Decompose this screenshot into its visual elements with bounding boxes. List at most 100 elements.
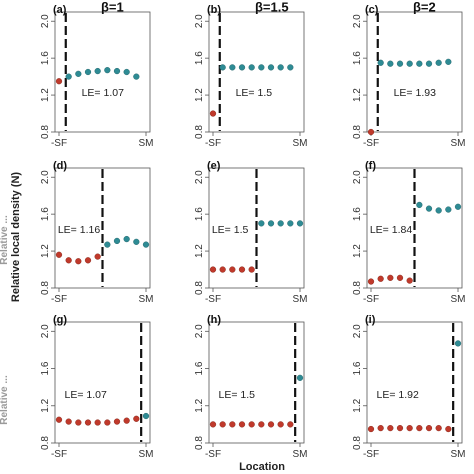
y-tick-label: 0.8	[194, 281, 205, 295]
point-after	[114, 238, 120, 244]
y-tick-label: 2.0	[352, 324, 363, 338]
point-before	[407, 278, 413, 284]
y-tick-label: 1.2	[40, 88, 51, 102]
y-tick-label: 0.8	[40, 281, 51, 295]
point-after	[426, 61, 432, 67]
point-after	[133, 74, 139, 80]
point-before	[278, 421, 284, 427]
x-tick-label: SM	[451, 449, 466, 460]
point-before	[210, 267, 216, 273]
y-tick-label: 2.0	[194, 170, 205, 184]
point-after	[75, 71, 81, 77]
point-before	[258, 421, 264, 427]
le-label: LE= 1.5	[212, 224, 249, 236]
x-tick-label: -SF	[51, 449, 67, 460]
point-before	[378, 425, 384, 431]
y-tick-label: 1.2	[352, 244, 363, 258]
y-tick-label: 1.2	[352, 398, 363, 412]
y-tick-label: 1.2	[194, 88, 205, 102]
point-before	[287, 421, 293, 427]
panel-c: 0.81.21.62.0-SF SM(c) β=2LE= 1.93	[352, 0, 466, 149]
panel-label: (d)	[53, 160, 67, 172]
y-tick-label: 0.8	[40, 125, 51, 139]
y-tick-label: 1.6	[40, 207, 51, 221]
point-before	[66, 257, 72, 263]
point-before	[229, 267, 235, 273]
point-before	[75, 258, 81, 264]
panel-label: (e)	[207, 160, 221, 172]
y-tick-label: 1.2	[194, 398, 205, 412]
y-tick-label: 1.6	[352, 51, 363, 65]
le-label: LE= 1.92	[377, 389, 419, 401]
row-label-middle: Relative ...	[0, 215, 10, 265]
point-after	[104, 67, 110, 73]
point-after	[416, 202, 422, 208]
point-before	[239, 267, 245, 273]
x-tick-label: -SF	[363, 294, 379, 305]
row-label-bottom: Relative ...	[0, 375, 10, 425]
point-after	[258, 220, 264, 226]
y-tick-label: 2.0	[40, 14, 51, 28]
plot-frame	[55, 12, 150, 132]
panel-i: 0.8 1.2 1.6 2.0 -SF SM (i) LE= 1.92	[352, 314, 466, 460]
point-after	[378, 60, 384, 66]
point-after	[229, 64, 235, 70]
point-after	[407, 61, 413, 67]
point-after	[268, 220, 274, 226]
point-before	[85, 420, 91, 426]
point-before	[56, 252, 62, 258]
point-before	[56, 78, 62, 84]
x-tick-label: -SF	[363, 449, 379, 460]
point-after	[287, 64, 293, 70]
point-before	[220, 421, 226, 427]
y-tick-label: 1.6	[194, 207, 205, 221]
beta-label: β=1	[101, 0, 124, 15]
point-before	[249, 421, 255, 427]
panel-label: (f)	[365, 160, 376, 172]
point-after	[297, 375, 303, 381]
point-after	[104, 242, 110, 248]
y-tick-label: 2.0	[352, 170, 363, 184]
x-tick-label: -SF	[363, 138, 379, 149]
y-tick-label: 1.6	[194, 361, 205, 375]
point-before	[436, 425, 442, 431]
point-after	[124, 69, 130, 75]
point-before	[387, 425, 393, 431]
le-label: LE= 1.07	[82, 87, 124, 99]
plot-frame	[367, 322, 462, 443]
point-after	[124, 236, 130, 242]
le-label: LE= 1.84	[370, 224, 412, 236]
point-after	[85, 69, 91, 75]
panel-e: 0.8 1.2 1.6 2.0 -SF SM (e) LE= 1.5	[194, 160, 308, 305]
point-before	[426, 425, 432, 431]
y-tick-label: 1.2	[352, 88, 363, 102]
point-after	[268, 64, 274, 70]
point-after	[455, 204, 461, 210]
point-after	[143, 413, 149, 419]
beta-label: β=2	[413, 0, 436, 15]
point-before	[239, 421, 245, 427]
x-tick-label: -SF	[51, 294, 67, 305]
x-tick-label: SM	[139, 449, 154, 460]
x-tick-label: -SF	[205, 138, 221, 149]
point-after	[436, 60, 442, 66]
point-after	[278, 64, 284, 70]
point-before	[368, 279, 374, 285]
plot-frame	[209, 12, 304, 132]
y-tick-label: 0.8	[194, 436, 205, 450]
y-tick-label: 2.0	[194, 324, 205, 338]
point-after	[297, 220, 303, 226]
point-after	[133, 239, 139, 245]
point-after	[95, 68, 101, 74]
point-before	[368, 426, 374, 432]
x-tick-label: -SF	[205, 449, 221, 460]
le-label: LE= 1.93	[394, 87, 436, 99]
y-axis-label: Relative local density (N)	[10, 172, 22, 303]
le-label: LE= 1.5	[236, 87, 273, 99]
point-before	[416, 425, 422, 431]
x-tick-label: -SF	[51, 138, 67, 149]
point-after	[66, 74, 72, 80]
beta-label: β=1.5	[255, 0, 289, 15]
y-tick-label: 2.0	[352, 14, 363, 28]
x-tick-label: SM	[139, 294, 154, 305]
